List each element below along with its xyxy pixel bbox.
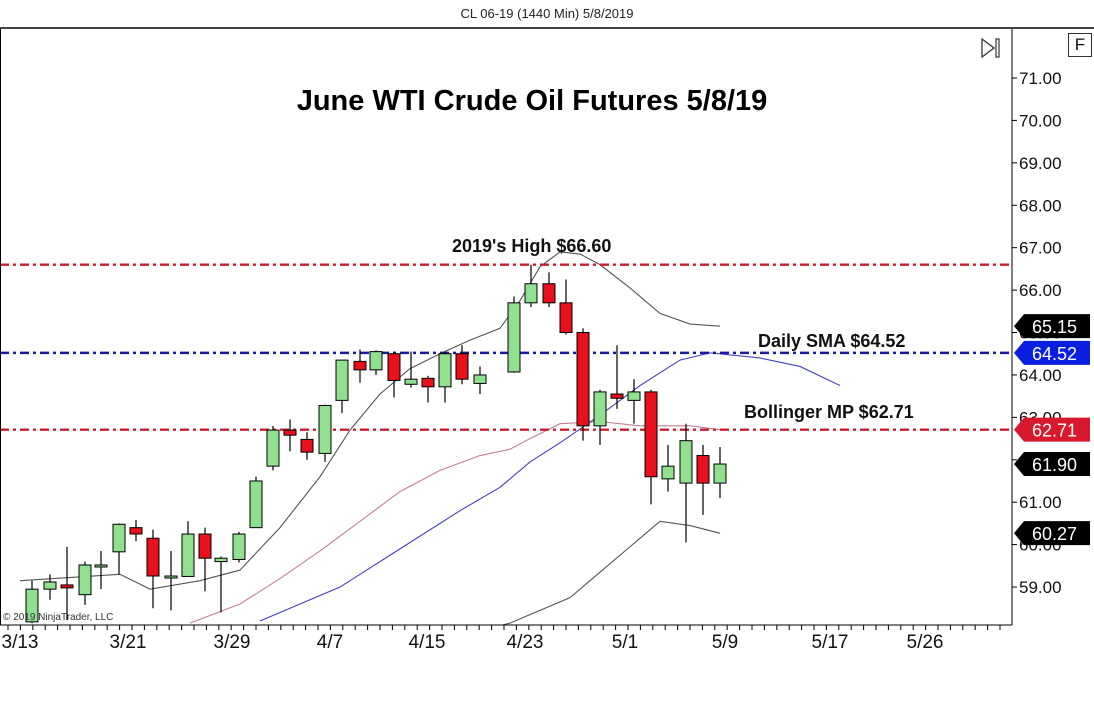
price-tag-label: 62.71 [1032,421,1077,441]
annotation-label: Daily SMA $64.52 [758,331,905,351]
x-axis-tick-label: 3/21 [110,632,147,653]
x-axis-tick-label: 4/15 [409,632,446,653]
candle [593,391,607,427]
y-axis-tick-label: 66.00 [1019,281,1062,300]
candle [696,455,710,484]
price-tag-label: 65.15 [1032,317,1077,337]
y-axis-tick-label: 69.00 [1019,154,1062,173]
chart-panel[interactable] [0,27,1094,711]
candle [318,404,332,454]
annotation-label: Bollinger MP $62.71 [744,402,914,422]
candle [283,429,297,436]
x-axis-tick-label: 4/23 [507,632,544,653]
candle [507,302,521,373]
candle [335,359,349,401]
candle [644,391,658,478]
candle [679,440,693,484]
candle [576,332,590,427]
price-tag [1014,340,1090,365]
candle [249,480,263,529]
annotation-label: 2019's High $66.60 [452,236,611,256]
candle [627,391,641,401]
price-tag-label: 60.27 [1032,524,1077,544]
y-axis-tick-label: 67.00 [1019,239,1062,258]
x-axis-tick-label: 4/7 [317,632,343,653]
price-tag [1014,417,1090,442]
price-tag [1014,452,1090,477]
skip-to-end-icon[interactable] [980,38,1006,58]
x-axis-tick-label: 5/17 [812,632,849,653]
candle [353,360,367,371]
candle [559,302,573,334]
y-axis-tick-label: 68.00 [1019,196,1062,215]
candle [300,438,314,453]
price-tag-label: 64.52 [1032,344,1077,364]
price-tag [1014,314,1090,339]
candle [198,533,212,559]
candle [164,575,178,579]
candle [438,353,452,388]
candle [214,557,228,563]
x-axis-tick-label: 3/29 [214,632,251,653]
y-axis-tick-label: 70.00 [1019,111,1062,130]
candle [524,283,538,304]
x-axis-tick-label: 5/9 [712,632,738,653]
x-axis-tick-label: 5/26 [907,632,944,653]
candle [181,533,195,577]
f-button[interactable]: F [1068,33,1092,57]
candle [43,581,57,590]
candle [387,353,401,381]
candle [661,465,675,480]
candle [60,584,74,589]
price-tag [1014,521,1090,546]
chart-title: June WTI Crude Oil Futures 5/8/19 [297,85,768,117]
candle [129,527,143,535]
candle [266,429,280,467]
x-axis-tick-label: 3/13 [2,632,39,653]
candle [146,537,160,577]
copyright-text: © 2019 NinjaTrader, LLC [3,612,114,623]
x-axis-tick-label: 5/1 [612,632,638,653]
y-axis-tick-label: 59.00 [1019,578,1062,597]
candle [404,378,418,385]
y-axis-tick-label: 71.00 [1019,69,1062,88]
y-axis-tick-label: 61.00 [1019,493,1062,512]
candle [78,564,92,596]
window-title: CL 06-19 (1440 Min) 5/8/2019 [460,6,634,21]
candle [25,588,39,623]
y-axis-tick-label: 64.00 [1019,366,1062,385]
candle [713,463,727,484]
price-tag-label: 61.90 [1032,455,1077,475]
candle [542,283,556,304]
candle [610,393,624,399]
candle [455,353,469,380]
candle [112,523,126,553]
candle [232,533,246,560]
candle [473,374,487,384]
candle [421,377,435,388]
candle [94,564,108,568]
candle [369,351,383,371]
